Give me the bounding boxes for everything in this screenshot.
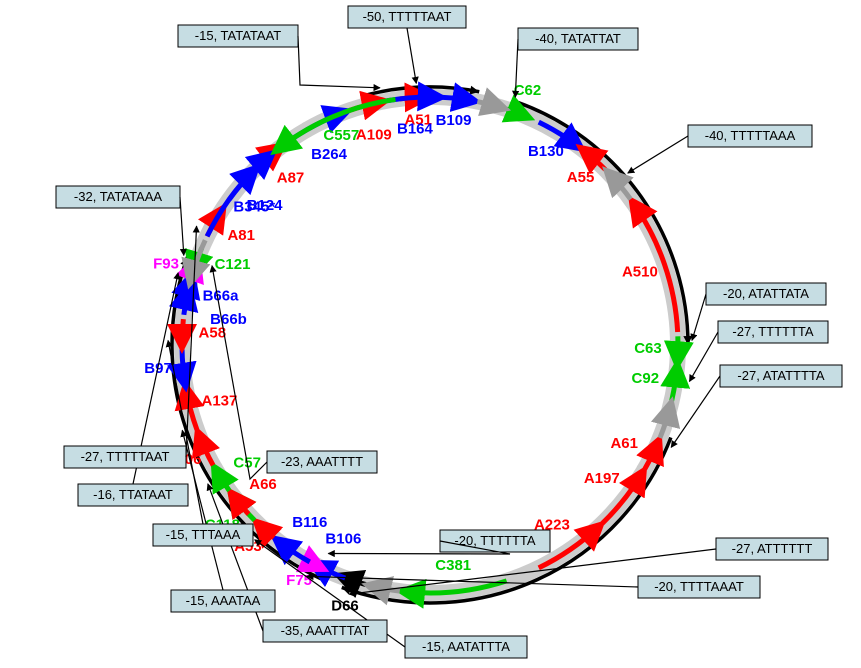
callout-leader-3	[628, 136, 688, 173]
feature-C63	[677, 336, 678, 362]
feature-label-C62: C62	[514, 82, 542, 99]
feature-label-B130: B130	[528, 143, 564, 160]
feature-label-A137: A137	[201, 392, 237, 409]
callout-text-17: -32, TATATAAA	[74, 189, 162, 204]
callout-text-7: -27, ATTTTTT	[732, 541, 813, 556]
callout-leader-0	[407, 28, 416, 83]
feature-label-C92: C92	[632, 370, 660, 387]
callout-text-13: -15, TTTAAA	[166, 527, 241, 542]
callout-leader-5	[689, 332, 718, 381]
callout-text-1: -15, TATATAAT	[195, 28, 281, 43]
outer-arc-tip-3	[180, 257, 189, 267]
feature-label-C121: C121	[215, 256, 251, 273]
feature-label-C381: C381	[435, 557, 471, 574]
feature-label-A61: A61	[610, 435, 638, 452]
feature-A58	[182, 319, 183, 345]
callout-text-16: -27, TTTTTAAT	[81, 449, 170, 464]
callout-text-15: -23, AAATTTT	[281, 454, 363, 469]
feature-label-A87: A87	[277, 170, 305, 187]
feature-label-B66a: B66a	[203, 288, 240, 305]
feature-label-A109: A109	[356, 126, 392, 143]
feature-label-F75: F75	[286, 572, 312, 589]
feature-label-A197: A197	[584, 470, 620, 487]
feature-label-F93: F93	[153, 255, 179, 272]
feature-B97	[182, 349, 185, 383]
feature-label-B116: B116	[292, 514, 327, 531]
feature-label-A81: A81	[227, 227, 255, 244]
callout-text-11: -35, AAATTTAT	[281, 623, 370, 638]
callout-text-0: -50, TTTTTAAT	[363, 9, 452, 24]
feature-label-B106: B106	[325, 531, 361, 548]
callout-leader-17	[180, 197, 184, 255]
feature-label-B66b: B66b	[210, 311, 247, 328]
callout-text-8: -20, TTTTAAAT	[654, 579, 744, 594]
callout-leader-1	[298, 36, 380, 88]
feature-label-C63: C63	[634, 340, 662, 357]
callout-text-12: -15, AAATAA	[186, 593, 261, 608]
feature-label-A510: A510	[622, 264, 658, 281]
callout-text-2: -40, TATATTAT	[535, 31, 621, 46]
outer-arc-1	[518, 103, 688, 345]
callout-text-10: -15, AATATTTA	[422, 639, 510, 654]
callout-text-4: -20, ATATTATA	[723, 286, 809, 301]
callout-text-6: -27, ATATTTTA	[737, 368, 824, 383]
callout-leader-4	[692, 294, 706, 340]
callout-text-14: -16, TTATAAT	[93, 487, 173, 502]
feature-label-B264: B264	[311, 146, 348, 163]
feature-label-B345star: B345*	[233, 199, 275, 216]
feature-label-B164: B164	[397, 120, 434, 137]
feature-label-C557: C557	[323, 127, 359, 144]
feature-label-A55: A55	[567, 169, 595, 186]
callout-text-5: -27, TTTTTTA	[732, 324, 813, 339]
callout-text-3: -40, TTTTTAAA	[705, 128, 796, 143]
base-ring	[644, 345, 678, 471]
feature-label-B109: B109	[436, 112, 472, 129]
feature-label-A66: A66	[249, 476, 277, 493]
feature-label-D66: D66	[331, 598, 359, 615]
outer-arc-tip-2	[342, 586, 352, 595]
